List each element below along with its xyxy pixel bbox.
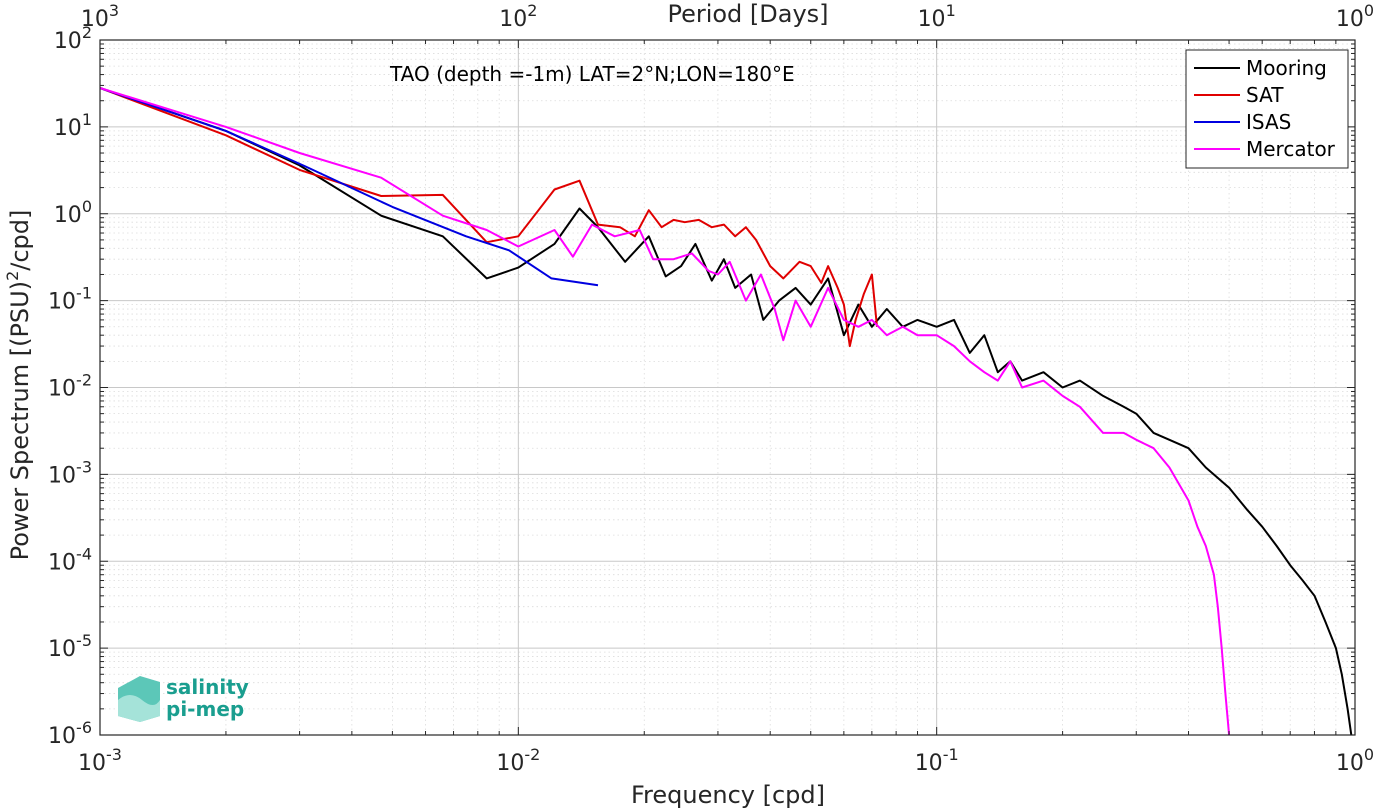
legend-label-isas: ISAS bbox=[1246, 110, 1291, 134]
y-tick-label: 10-2 bbox=[48, 371, 92, 402]
y-tick-label: 10-6 bbox=[48, 718, 92, 749]
series-line-mooring bbox=[99, 87, 1353, 736]
y-tick-label: 102 bbox=[54, 23, 92, 54]
logo-line1: salinity bbox=[166, 675, 249, 699]
x2-tick-label: 101 bbox=[918, 1, 956, 32]
x2-tick-label: 103 bbox=[81, 1, 119, 32]
x2-tick-label: 100 bbox=[1336, 1, 1374, 32]
y-tick-label: 100 bbox=[54, 197, 92, 228]
series-line-mercator bbox=[99, 87, 1231, 736]
major-grid bbox=[99, 39, 1356, 736]
x-tick-label: 10-3 bbox=[78, 745, 122, 776]
legend-label-mercator: Mercator bbox=[1246, 137, 1336, 161]
y-tick-label: 101 bbox=[54, 110, 92, 141]
x-tick-label: 100 bbox=[1336, 745, 1374, 776]
x2-axis-label: Period [Days] bbox=[667, 0, 828, 28]
x-axis-label: Frequency [cpd] bbox=[631, 781, 825, 809]
x-tick-label: 10-1 bbox=[915, 745, 959, 776]
series-line-isas bbox=[99, 87, 599, 287]
logo-mark-wave-icon bbox=[118, 695, 160, 722]
x-tick-label: 10-2 bbox=[496, 745, 540, 776]
y-tick-label: 10-5 bbox=[48, 631, 92, 662]
series-line-sat bbox=[99, 87, 878, 348]
plot-series bbox=[99, 87, 1353, 736]
axis-ticks bbox=[99, 39, 1356, 736]
salinity-pi-mep-logo: salinity pi-mep bbox=[118, 675, 249, 722]
legend-label-mooring: Mooring bbox=[1246, 56, 1327, 80]
y-axis-label: Power Spectrum [(PSU)2/cpd] bbox=[3, 210, 34, 561]
y-tick-label: 10-4 bbox=[48, 544, 92, 575]
y-tick-label: 10-1 bbox=[48, 284, 92, 315]
legend-label-sat: SAT bbox=[1246, 83, 1284, 107]
legend: Mooring SAT ISAS Mercator bbox=[1185, 49, 1349, 169]
y-tick-label: 10-3 bbox=[48, 457, 92, 488]
logo-line2: pi-mep bbox=[166, 697, 244, 721]
x2-tick-label: 102 bbox=[499, 1, 537, 32]
chart-title: TAO (depth =-1m) LAT=2°N;LON=180°E bbox=[389, 62, 795, 86]
